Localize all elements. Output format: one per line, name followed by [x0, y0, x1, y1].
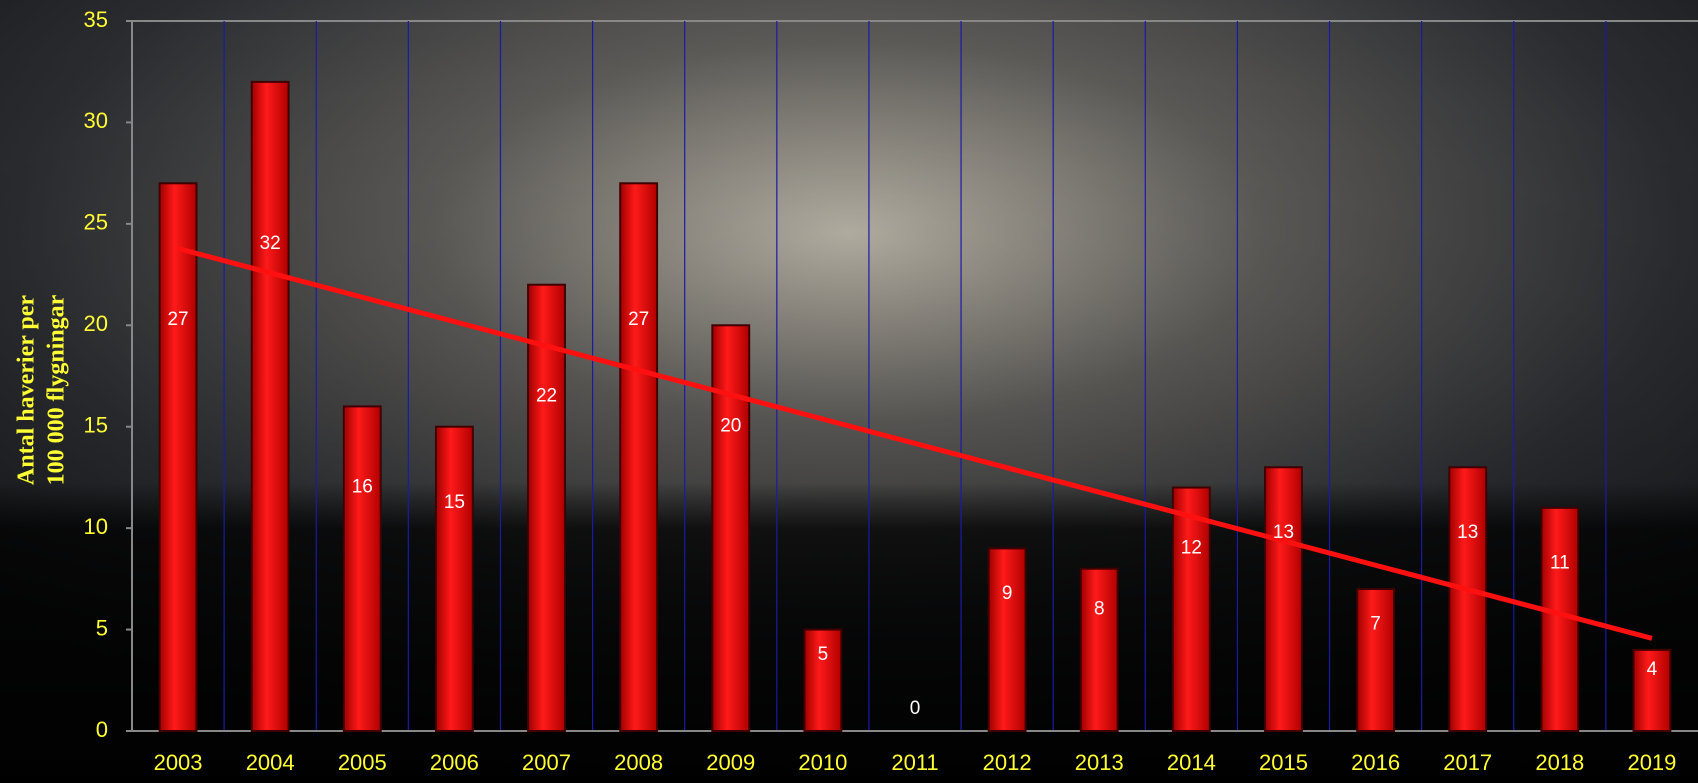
- bar: [342, 405, 382, 732]
- data-label: 13: [1457, 522, 1478, 543]
- x-tick-label: 2013: [1075, 750, 1124, 775]
- bar: [987, 547, 1027, 733]
- bar: [803, 628, 843, 732]
- data-label: 7: [1370, 614, 1381, 635]
- x-tick-label: 2007: [522, 750, 571, 775]
- data-label: 9: [1002, 583, 1013, 604]
- x-tick-label: 2006: [430, 750, 479, 775]
- bar: [1540, 506, 1580, 732]
- data-label: 22: [536, 385, 557, 406]
- y-axis-label: Antal haverier per 100 000 flygningar: [14, 294, 70, 485]
- bar: [1632, 648, 1672, 732]
- y-tick-label: 30: [84, 108, 108, 133]
- data-label: 32: [260, 233, 281, 254]
- y-tick-label: 0: [96, 717, 108, 742]
- x-tick-label: 2008: [614, 750, 663, 775]
- x-tick-label: 2012: [983, 750, 1032, 775]
- x-tick-label: 2011: [891, 750, 938, 775]
- x-tick-label: 2018: [1535, 750, 1584, 775]
- y-tick-label: 5: [96, 615, 108, 640]
- x-tick-label: 2015: [1259, 750, 1308, 775]
- bar: [1079, 567, 1119, 733]
- x-tick-label: 2010: [798, 750, 847, 775]
- bar: [527, 283, 566, 732]
- data-label: 4: [1647, 659, 1658, 680]
- data-label: 11: [1550, 553, 1570, 574]
- x-tick-label: 2003: [154, 750, 203, 775]
- data-label: 27: [628, 309, 649, 330]
- bar: [250, 80, 290, 733]
- y-axis-label-line: Antal haverier per: [14, 295, 40, 486]
- y-tick-label: 15: [84, 413, 108, 438]
- x-tick-label: 2017: [1443, 750, 1492, 775]
- x-tick-label: 2016: [1351, 750, 1400, 775]
- data-label: 5: [818, 644, 829, 665]
- data-label: 20: [720, 416, 741, 437]
- x-tick-label: 2004: [246, 750, 295, 775]
- bar: [711, 324, 751, 732]
- bar: [434, 425, 474, 732]
- x-tick-label: 2019: [1627, 750, 1676, 775]
- data-label: 0: [910, 698, 921, 719]
- data-label: 27: [167, 309, 188, 330]
- data-label: 13: [1273, 522, 1294, 543]
- y-tick-label: 25: [84, 210, 108, 235]
- data-label: 16: [352, 477, 373, 498]
- y-tick-label: 20: [84, 311, 108, 336]
- bar: [1264, 466, 1303, 732]
- bar: [1171, 486, 1211, 733]
- data-label: 12: [1181, 537, 1202, 558]
- trend-line: [177, 246, 1653, 641]
- x-tick-label: 2005: [338, 750, 387, 775]
- x-tick-label: 2009: [706, 750, 755, 775]
- data-label: 8: [1094, 598, 1105, 619]
- bar: [619, 182, 659, 733]
- data-label: 15: [444, 492, 465, 513]
- y-tick-label: 10: [84, 514, 108, 539]
- y-axis-label-line: 100 000 flygningar: [44, 294, 70, 485]
- bar: [1356, 588, 1396, 732]
- x-tick-label: 2014: [1167, 750, 1216, 775]
- bar: [1448, 466, 1488, 732]
- y-tick-label: 35: [84, 7, 108, 32]
- bar: [158, 182, 198, 733]
